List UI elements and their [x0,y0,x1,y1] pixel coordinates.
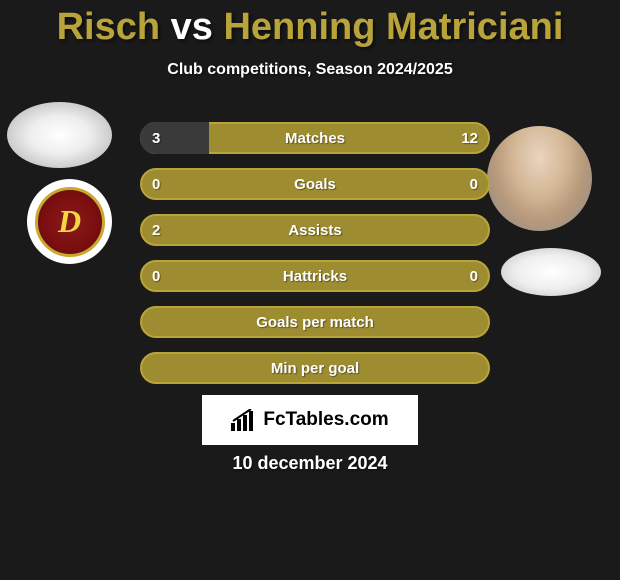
stat-label: Matches [285,130,345,147]
stat-row: 0 Goals 0 [140,168,490,200]
logo-text: FcTables.com [263,409,388,431]
stat-left-value: 0 [152,268,160,285]
stat-label: Min per goal [271,360,359,377]
stat-label: Goals [294,176,336,193]
stat-left-value: 3 [152,130,160,147]
player1-avatar [7,102,112,168]
stat-left-value: 0 [152,176,160,193]
player1-name: Risch [57,6,160,48]
site-logo[interactable]: FcTables.com [202,395,418,445]
club-badge-letter: D [35,187,105,257]
stats-container: 3 Matches 12 0 Goals 0 2 Assists 0 Hattricks 0 Goal… [140,122,490,398]
stat-left-value: 2 [152,222,160,239]
comparison-title: Risch vs Henning Matriciani [0,0,620,49]
stat-row: 2 Assists [140,214,490,246]
vs-text: vs [171,6,213,48]
chart-icon [231,409,257,431]
stat-label: Goals per match [256,314,374,331]
stat-row: 0 Hattricks 0 [140,260,490,292]
subtitle: Club competitions, Season 2024/2025 [0,61,620,79]
stat-row: 3 Matches 12 [140,122,490,154]
stat-bar-left [140,122,209,154]
stat-right-value: 12 [461,130,478,147]
player2-avatar [487,126,592,231]
player1-club-badge: D [27,179,112,264]
date-label: 10 december 2024 [0,453,620,474]
player2-club-badge [501,248,601,296]
stat-label: Assists [288,222,341,239]
player2-name: Henning Matriciani [223,6,563,48]
stat-right-value: 0 [470,176,478,193]
stat-right-value: 0 [470,268,478,285]
stat-row: Min per goal [140,352,490,384]
stat-label: Hattricks [283,268,347,285]
stat-row: Goals per match [140,306,490,338]
